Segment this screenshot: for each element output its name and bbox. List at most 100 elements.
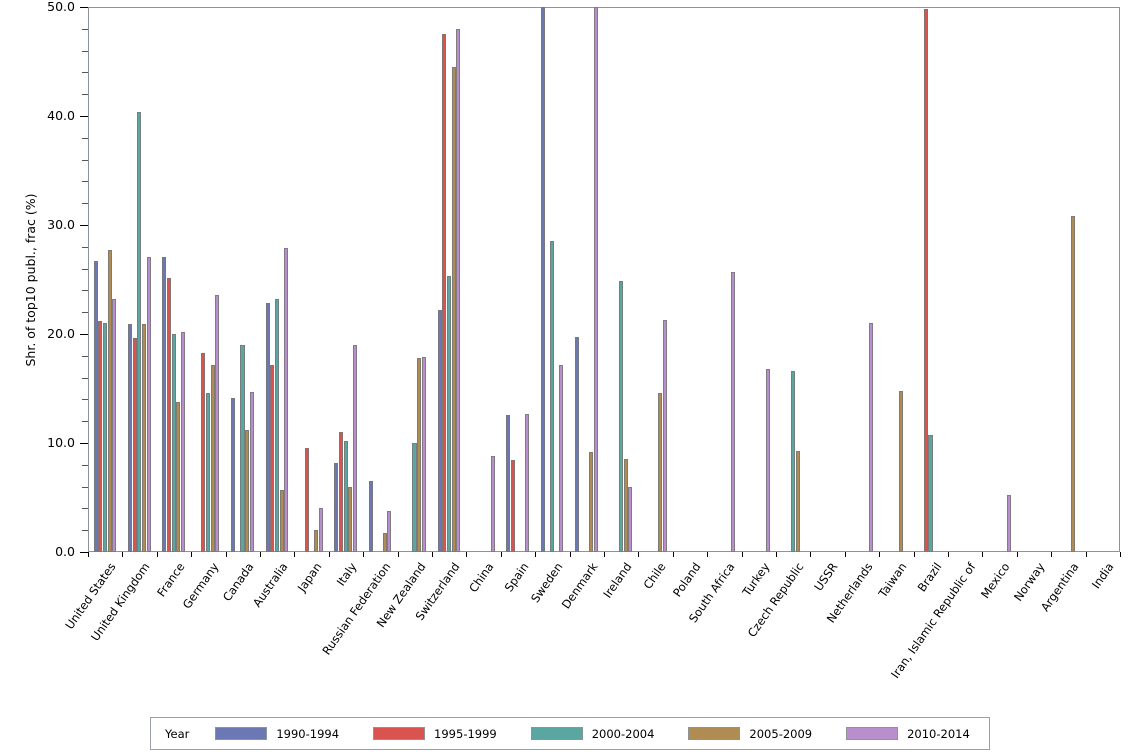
bar xyxy=(790,371,795,552)
legend-label: 2005-2009 xyxy=(749,726,813,741)
bar xyxy=(141,324,147,552)
bar xyxy=(162,256,167,552)
x-axis-tick xyxy=(225,552,227,557)
bar xyxy=(338,432,344,552)
legend-item[interactable]: 1995-1999 xyxy=(373,727,497,741)
legend-label: 2010-2014 xyxy=(907,726,970,741)
bar xyxy=(313,530,319,552)
x-axis-tick xyxy=(328,552,330,557)
y-axis-minor-tick xyxy=(82,72,88,74)
y-axis-tick xyxy=(80,443,88,444)
y-axis-minor-tick xyxy=(82,181,88,183)
y-axis-title: Shr. of top10 publ., frac (%) xyxy=(23,193,38,367)
bar xyxy=(274,299,279,552)
bar xyxy=(132,338,137,552)
legend-label: 2000-2004 xyxy=(591,726,655,741)
x-axis-tick xyxy=(982,552,984,557)
x-axis-tick xyxy=(294,552,296,557)
bar xyxy=(146,256,151,552)
bar xyxy=(107,250,112,552)
bar xyxy=(451,66,456,552)
legend: Year 1990-1994 1995-1999 2000-2004 2005-200… xyxy=(150,717,990,750)
y-axis-minor-tick xyxy=(82,312,88,314)
y-axis-minor-tick xyxy=(82,290,88,292)
x-axis-tick xyxy=(432,552,433,557)
bar xyxy=(412,443,417,552)
bar xyxy=(456,28,461,552)
bar xyxy=(765,368,770,552)
legend-color-swatch xyxy=(688,727,741,740)
bar xyxy=(657,392,663,552)
x-axis-tick xyxy=(672,552,674,557)
bar xyxy=(318,508,323,552)
x-axis-tick xyxy=(1085,552,1087,557)
legend-item[interactable]: 2000-2004 xyxy=(530,726,655,741)
y-axis-minor-tick xyxy=(82,399,88,401)
x-axis-tick xyxy=(1120,552,1121,557)
bar xyxy=(215,294,220,552)
y-axis-minor-tick xyxy=(82,355,88,357)
y-axis-minor-tick xyxy=(82,530,88,532)
bar xyxy=(559,364,564,552)
bar xyxy=(206,392,211,552)
bar xyxy=(245,429,250,552)
x-axis-tick xyxy=(122,552,124,557)
y-axis-minor-tick xyxy=(82,464,88,466)
bar xyxy=(98,320,103,552)
bar xyxy=(93,260,98,552)
y-axis-minor-tick xyxy=(82,137,88,139)
bar xyxy=(1070,216,1075,552)
bar xyxy=(898,390,903,552)
bar xyxy=(353,344,358,552)
y-axis-tick-label: 20.0 xyxy=(47,326,75,341)
bar xyxy=(348,486,353,552)
y-axis-tick-label: 50.0 xyxy=(47,0,75,14)
x-axis-tick xyxy=(260,552,261,557)
y-axis-tick xyxy=(80,552,88,553)
bar xyxy=(270,364,275,552)
x-axis-tick xyxy=(1016,552,1018,557)
legend-label: 1995-1999 xyxy=(434,726,497,741)
x-axis-tick xyxy=(466,552,468,557)
y-axis-tick xyxy=(80,334,88,335)
bar xyxy=(304,448,309,552)
bar xyxy=(127,324,132,552)
bar xyxy=(176,401,181,552)
legend-color-swatch xyxy=(215,727,268,740)
bar xyxy=(550,241,555,552)
bar xyxy=(510,460,516,552)
y-axis-tick-label: 0.0 xyxy=(55,544,75,559)
bar xyxy=(279,489,284,552)
x-axis-tick xyxy=(88,552,89,557)
x-axis-tick xyxy=(741,552,743,557)
bar xyxy=(421,356,426,552)
y-axis-minor-tick xyxy=(82,159,88,161)
bar xyxy=(368,481,373,552)
bar xyxy=(137,111,142,552)
x-axis-tick xyxy=(604,552,605,557)
legend-color-swatch xyxy=(530,727,583,740)
y-axis-tick-label: 40.0 xyxy=(47,108,75,123)
x-axis-tick xyxy=(879,552,881,557)
bar xyxy=(575,337,580,552)
bar xyxy=(112,299,117,552)
y-axis-minor-tick xyxy=(82,421,88,423)
legend-item[interactable]: 1990-1994 xyxy=(215,727,339,741)
bar xyxy=(525,413,530,552)
legend-item[interactable]: 2010-2014 xyxy=(846,727,970,741)
legend-items: 1990-1994 1995-1999 2000-2004 2005-2009 2010… xyxy=(215,727,1003,741)
x-axis-tick xyxy=(776,552,777,557)
y-axis-minor-tick xyxy=(82,486,88,488)
bar xyxy=(662,319,667,552)
bar xyxy=(442,34,447,552)
bar xyxy=(540,7,545,552)
bar xyxy=(928,435,933,552)
bar xyxy=(210,364,215,552)
bar xyxy=(731,271,736,552)
bar xyxy=(490,456,495,552)
y-axis-minor-tick xyxy=(82,268,88,270)
bar xyxy=(265,303,270,552)
bar xyxy=(618,280,623,552)
legend-item[interactable]: 2005-2009 xyxy=(688,727,812,741)
bar xyxy=(593,7,598,552)
